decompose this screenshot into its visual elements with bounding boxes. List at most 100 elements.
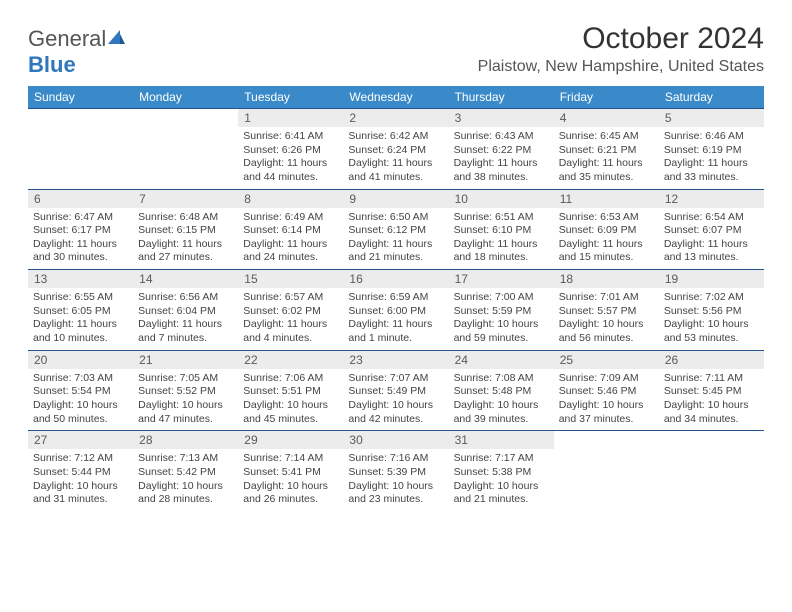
sunset-text: Sunset: 5:38 PM <box>454 466 549 480</box>
sunset-text: Sunset: 6:17 PM <box>33 224 128 238</box>
day-content: Sunrise: 6:59 AMSunset: 6:00 PMDaylight:… <box>343 288 448 350</box>
day-cell: 24Sunrise: 7:08 AMSunset: 5:48 PMDayligh… <box>449 351 554 431</box>
day-cell: 21Sunrise: 7:05 AMSunset: 5:52 PMDayligh… <box>133 351 238 431</box>
sunrise-text: Sunrise: 6:41 AM <box>243 130 338 144</box>
day-number: 29 <box>238 431 343 449</box>
day-number: 3 <box>449 109 554 127</box>
sunset-text: Sunset: 6:05 PM <box>33 305 128 319</box>
daylight-text: Daylight: 10 hours and 45 minutes. <box>243 399 338 426</box>
sunrise-text: Sunrise: 7:11 AM <box>664 372 759 386</box>
sunrise-text: Sunrise: 6:42 AM <box>348 130 443 144</box>
day-content: Sunrise: 7:01 AMSunset: 5:57 PMDaylight:… <box>554 288 659 350</box>
day-cell: 9Sunrise: 6:50 AMSunset: 6:12 PMDaylight… <box>343 190 448 270</box>
day-number: 11 <box>554 190 659 208</box>
sunrise-text: Sunrise: 6:50 AM <box>348 211 443 225</box>
sunset-text: Sunset: 5:44 PM <box>33 466 128 480</box>
day-cell: 7Sunrise: 6:48 AMSunset: 6:15 PMDaylight… <box>133 190 238 270</box>
day-number: 18 <box>554 270 659 288</box>
day-number: 24 <box>449 351 554 369</box>
daylight-text: Daylight: 10 hours and 42 minutes. <box>348 399 443 426</box>
day-cell: 20Sunrise: 7:03 AMSunset: 5:54 PMDayligh… <box>28 351 133 431</box>
day-cell: 17Sunrise: 7:00 AMSunset: 5:59 PMDayligh… <box>449 270 554 350</box>
location-text: Plaistow, New Hampshire, United States <box>478 58 764 76</box>
daylight-text: Daylight: 11 hours and 15 minutes. <box>559 238 654 265</box>
daylight-text: Daylight: 11 hours and 33 minutes. <box>664 157 759 184</box>
daylight-text: Daylight: 11 hours and 4 minutes. <box>243 318 338 345</box>
day-cell: 14Sunrise: 6:56 AMSunset: 6:04 PMDayligh… <box>133 270 238 350</box>
weekday-cell: Saturday <box>659 86 764 108</box>
sunset-text: Sunset: 5:49 PM <box>348 385 443 399</box>
daylight-text: Daylight: 10 hours and 21 minutes. <box>454 480 549 507</box>
day-cell: 22Sunrise: 7:06 AMSunset: 5:51 PMDayligh… <box>238 351 343 431</box>
sunset-text: Sunset: 6:12 PM <box>348 224 443 238</box>
day-number: 28 <box>133 431 238 449</box>
day-number: 7 <box>133 190 238 208</box>
daylight-text: Daylight: 11 hours and 44 minutes. <box>243 157 338 184</box>
daylight-text: Daylight: 10 hours and 59 minutes. <box>454 318 549 345</box>
day-number: 27 <box>28 431 133 449</box>
sunset-text: Sunset: 5:51 PM <box>243 385 338 399</box>
brand-name-blue: Blue <box>28 52 76 77</box>
sunset-text: Sunset: 6:22 PM <box>454 144 549 158</box>
day-cell: .. <box>554 431 659 511</box>
day-cell: 30Sunrise: 7:16 AMSunset: 5:39 PMDayligh… <box>343 431 448 511</box>
day-content: Sunrise: 7:09 AMSunset: 5:46 PMDaylight:… <box>554 369 659 431</box>
title-block: October 2024 Plaistow, New Hampshire, Un… <box>478 22 764 76</box>
day-cell: 16Sunrise: 6:59 AMSunset: 6:00 PMDayligh… <box>343 270 448 350</box>
sunset-text: Sunset: 6:24 PM <box>348 144 443 158</box>
sunrise-text: Sunrise: 7:02 AM <box>664 291 759 305</box>
day-number: 2 <box>343 109 448 127</box>
sunset-text: Sunset: 5:46 PM <box>559 385 654 399</box>
daylight-text: Daylight: 11 hours and 38 minutes. <box>454 157 549 184</box>
brand-name: General Blue <box>28 26 126 78</box>
sunset-text: Sunset: 6:10 PM <box>454 224 549 238</box>
day-cell: 25Sunrise: 7:09 AMSunset: 5:46 PMDayligh… <box>554 351 659 431</box>
day-cell: 26Sunrise: 7:11 AMSunset: 5:45 PMDayligh… <box>659 351 764 431</box>
day-content: Sunrise: 6:50 AMSunset: 6:12 PMDaylight:… <box>343 208 448 270</box>
sunset-text: Sunset: 6:21 PM <box>559 144 654 158</box>
sunrise-text: Sunrise: 7:03 AM <box>33 372 128 386</box>
day-number: 19 <box>659 270 764 288</box>
day-number: 31 <box>449 431 554 449</box>
daylight-text: Daylight: 11 hours and 41 minutes. <box>348 157 443 184</box>
sunrise-text: Sunrise: 6:48 AM <box>138 211 233 225</box>
day-number: 6 <box>28 190 133 208</box>
day-number: 20 <box>28 351 133 369</box>
day-number: 30 <box>343 431 448 449</box>
day-content: Sunrise: 7:13 AMSunset: 5:42 PMDaylight:… <box>133 449 238 511</box>
day-cell: 31Sunrise: 7:17 AMSunset: 5:38 PMDayligh… <box>449 431 554 511</box>
daylight-text: Daylight: 10 hours and 23 minutes. <box>348 480 443 507</box>
day-cell: 6Sunrise: 6:47 AMSunset: 6:17 PMDaylight… <box>28 190 133 270</box>
weekday-cell: Wednesday <box>343 86 448 108</box>
day-number: 16 <box>343 270 448 288</box>
day-number: 1 <box>238 109 343 127</box>
week-row: 13Sunrise: 6:55 AMSunset: 6:05 PMDayligh… <box>28 269 764 350</box>
day-number: 23 <box>343 351 448 369</box>
day-content: Sunrise: 7:12 AMSunset: 5:44 PMDaylight:… <box>28 449 133 511</box>
day-number: 9 <box>343 190 448 208</box>
day-number: 25 <box>554 351 659 369</box>
day-content: Sunrise: 7:16 AMSunset: 5:39 PMDaylight:… <box>343 449 448 511</box>
weekday-cell: Tuesday <box>238 86 343 108</box>
day-content: Sunrise: 7:03 AMSunset: 5:54 PMDaylight:… <box>28 369 133 431</box>
daylight-text: Daylight: 11 hours and 10 minutes. <box>33 318 128 345</box>
week-row: 27Sunrise: 7:12 AMSunset: 5:44 PMDayligh… <box>28 430 764 511</box>
day-content: Sunrise: 6:51 AMSunset: 6:10 PMDaylight:… <box>449 208 554 270</box>
day-cell: 10Sunrise: 6:51 AMSunset: 6:10 PMDayligh… <box>449 190 554 270</box>
day-content: Sunrise: 6:45 AMSunset: 6:21 PMDaylight:… <box>554 127 659 189</box>
day-content: Sunrise: 6:41 AMSunset: 6:26 PMDaylight:… <box>238 127 343 189</box>
day-number: 8 <box>238 190 343 208</box>
day-content: Sunrise: 7:02 AMSunset: 5:56 PMDaylight:… <box>659 288 764 350</box>
day-number: 12 <box>659 190 764 208</box>
sunrise-text: Sunrise: 6:43 AM <box>454 130 549 144</box>
sunrise-text: Sunrise: 6:49 AM <box>243 211 338 225</box>
day-content: Sunrise: 7:07 AMSunset: 5:49 PMDaylight:… <box>343 369 448 431</box>
sunrise-text: Sunrise: 6:59 AM <box>348 291 443 305</box>
sunrise-text: Sunrise: 6:54 AM <box>664 211 759 225</box>
day-cell: 19Sunrise: 7:02 AMSunset: 5:56 PMDayligh… <box>659 270 764 350</box>
sunset-text: Sunset: 5:48 PM <box>454 385 549 399</box>
sunset-text: Sunset: 5:57 PM <box>559 305 654 319</box>
brand-logo: General Blue <box>28 22 126 78</box>
sunset-text: Sunset: 5:39 PM <box>348 466 443 480</box>
sunrise-text: Sunrise: 6:51 AM <box>454 211 549 225</box>
